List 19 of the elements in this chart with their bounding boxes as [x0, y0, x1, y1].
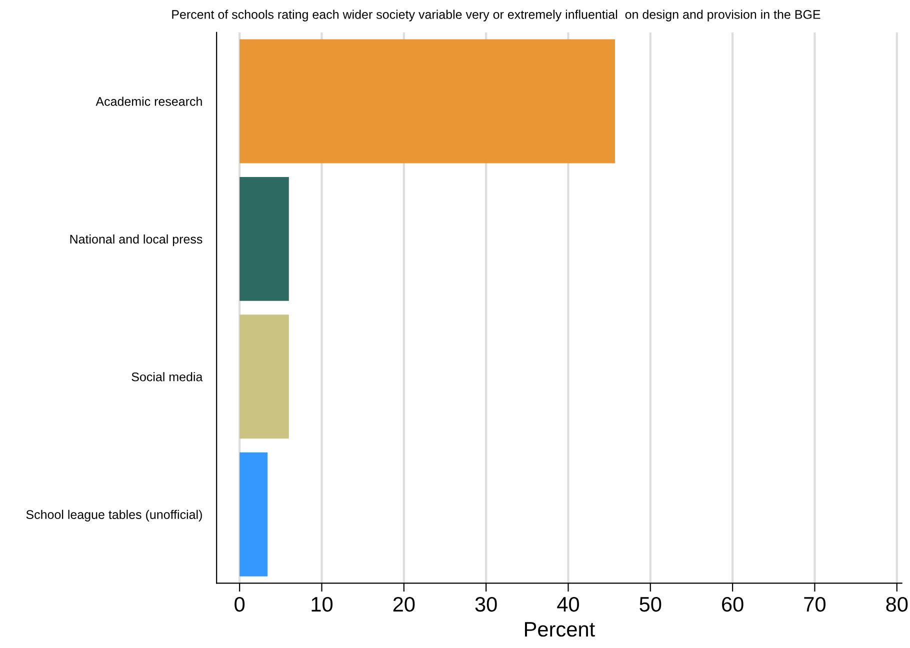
bar	[240, 39, 616, 164]
x-tick-label: 60	[722, 596, 744, 612]
x-tick-label: 40	[557, 596, 580, 612]
x-tick-label: 10	[312, 596, 333, 612]
x-tick-label: 20	[393, 596, 415, 612]
bar	[240, 452, 268, 576]
y-tick-label: Social media	[132, 372, 203, 382]
x-tick-label: 70	[804, 596, 826, 612]
x-tick-label: 80	[886, 596, 908, 612]
y-tick-label: Academic research	[96, 96, 202, 106]
bar	[240, 176, 289, 301]
y-tick-label: School league tables (unofficial)	[26, 510, 202, 522]
x-tick-label: 50	[640, 596, 662, 612]
x-tick-label: 30	[475, 596, 497, 612]
x-tick-label: 0	[234, 596, 245, 612]
x-axis-title: Percent	[525, 622, 595, 637]
y-tick-label: National and local press	[70, 234, 202, 246]
chart-title: Percent of schools rating each wider society variable very or extremely influential on design and provision in the BGE	[172, 10, 820, 22]
bar	[240, 314, 289, 439]
